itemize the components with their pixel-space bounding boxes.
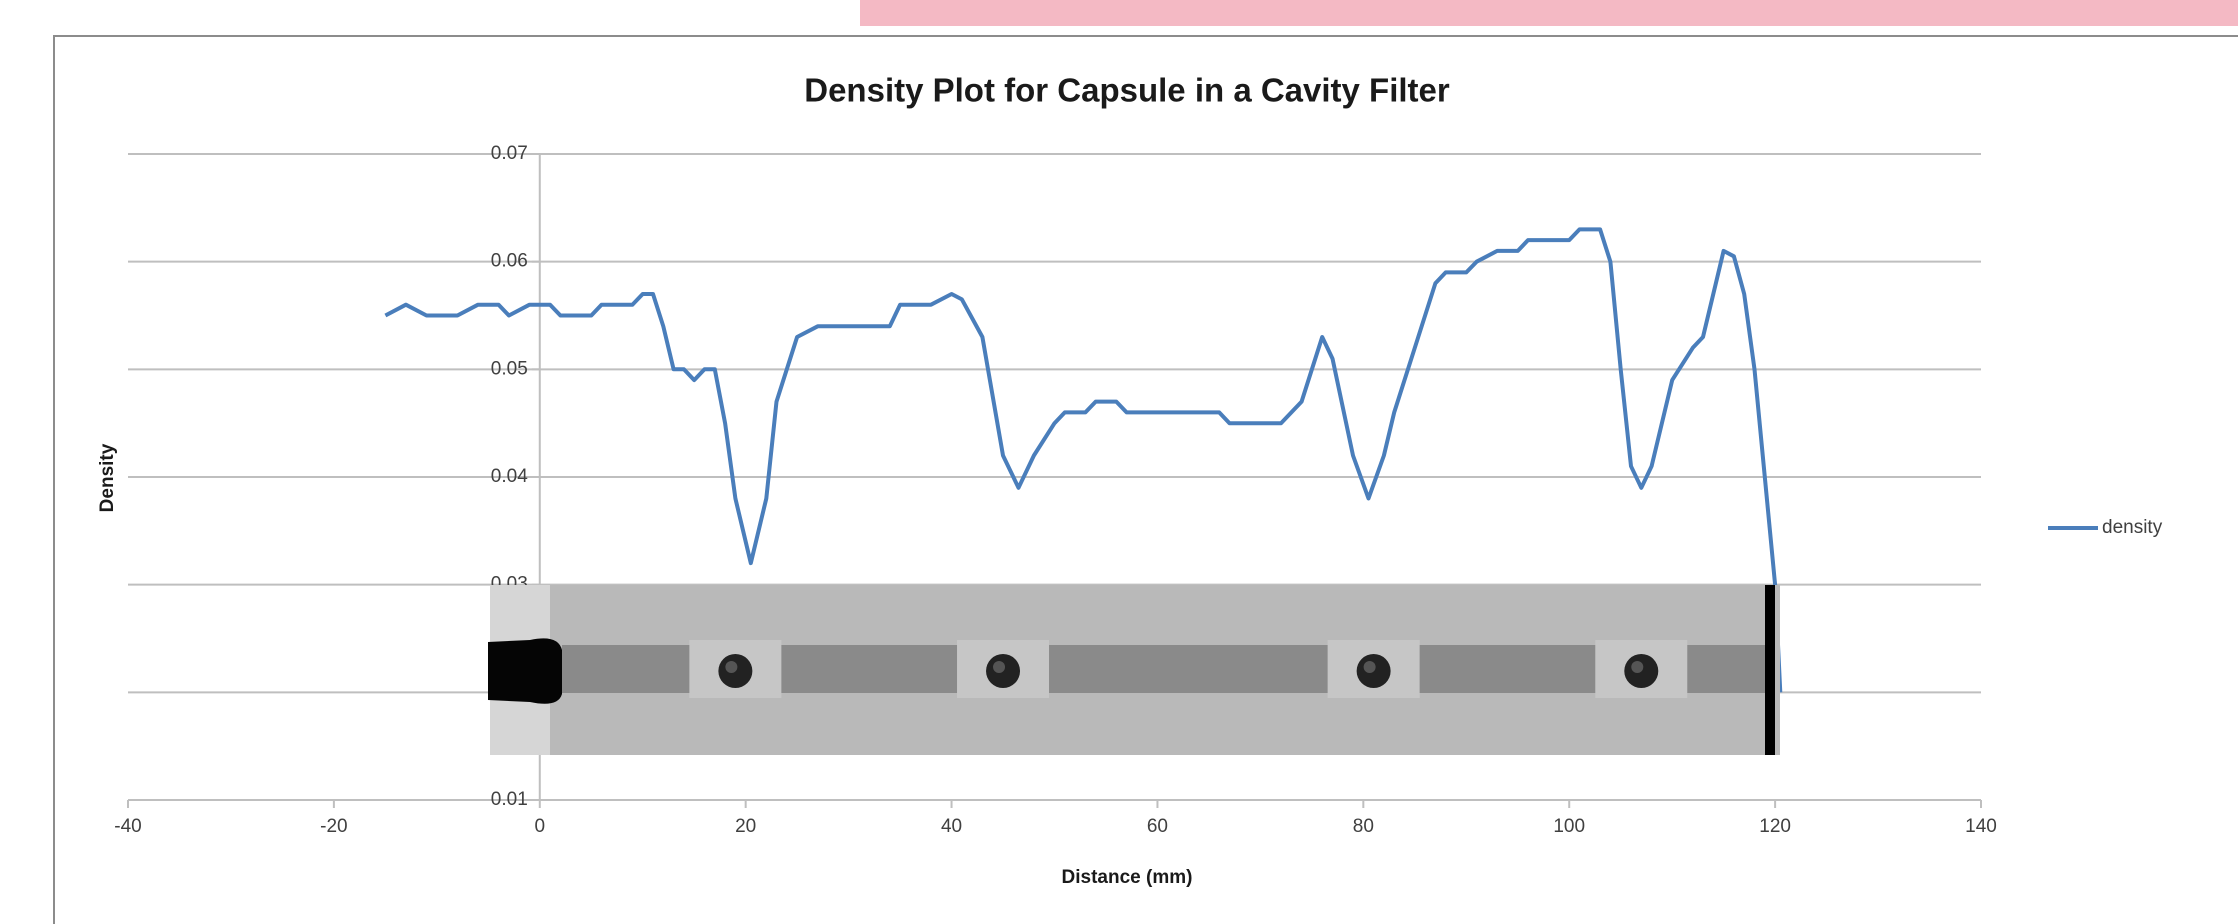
- legend: density: [2048, 517, 2163, 538]
- ball-shade: [1631, 661, 1644, 673]
- x-axis-title: Distance (mm): [1062, 867, 1193, 888]
- y-tick-label: 0.06: [491, 251, 528, 272]
- x-tick-label: 140: [1965, 816, 1997, 837]
- chart-frame: [53, 35, 2238, 924]
- y-tick-label: 0.07: [491, 143, 528, 164]
- xray-image: [488, 585, 1780, 755]
- x-tick-label: 40: [941, 816, 962, 837]
- x-tick-label: 120: [1759, 816, 1791, 837]
- plot: [384, 227, 1783, 693]
- x-tick-label: 60: [1147, 816, 1168, 837]
- top-banner: [860, 0, 2238, 26]
- ball-shade: [725, 661, 738, 673]
- legend-label: density: [2102, 517, 2163, 538]
- ball-shade: [1363, 661, 1376, 673]
- x-tick-label: 20: [735, 816, 756, 837]
- x-tick-label: -20: [320, 816, 347, 837]
- x-tick-label: 0: [534, 816, 545, 837]
- end-bar: [1765, 585, 1775, 755]
- capsule-cap: [488, 638, 562, 704]
- data-line: [384, 227, 1783, 693]
- y-axis-title: Density: [97, 443, 118, 512]
- y-tick-label: 0.04: [491, 466, 528, 487]
- y-tick-label: 0.01: [491, 789, 528, 810]
- chart-title: Density Plot for Capsule in a Cavity Fil…: [804, 72, 1450, 109]
- ball-shade: [993, 661, 1006, 673]
- y-tick-label: 0.05: [491, 358, 528, 379]
- x-tick-label: 100: [1553, 816, 1585, 837]
- x-tick-label: 80: [1353, 816, 1374, 837]
- x-tick-label: -40: [114, 816, 141, 837]
